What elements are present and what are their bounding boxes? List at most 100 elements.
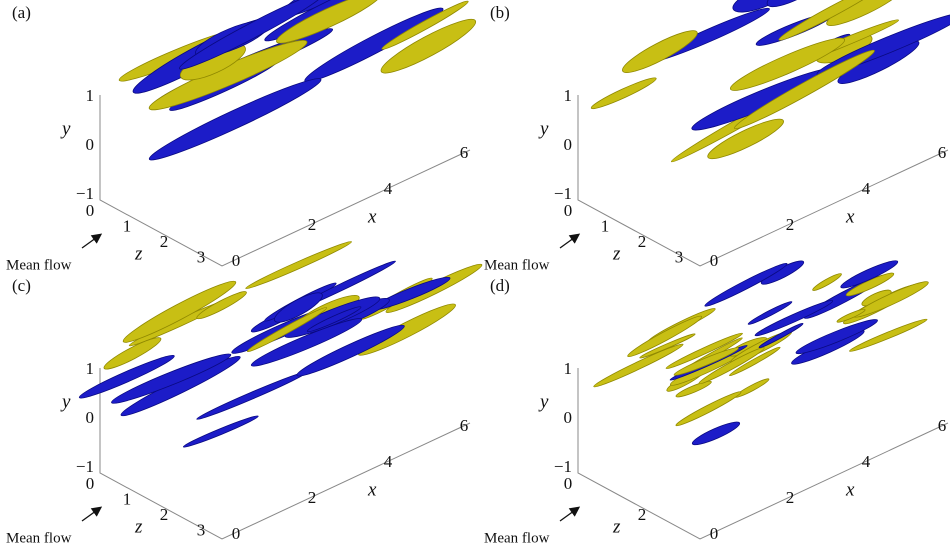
blue-streak	[704, 262, 788, 307]
yellow-streak	[734, 49, 875, 130]
flow-arrow	[559, 506, 581, 522]
y-tick-label: 1	[86, 359, 95, 378]
x-tick-label: 2	[786, 488, 795, 507]
yellow-streak	[122, 280, 237, 343]
x-tick-label: 6	[938, 416, 947, 435]
z-axis-label: z	[134, 243, 143, 264]
blue-streak	[111, 353, 232, 404]
x-tick-label: 2	[786, 215, 795, 234]
y-tick-label: −1	[76, 184, 94, 203]
y-tick-label: 1	[564, 86, 573, 105]
x-tick-label: 4	[384, 179, 393, 198]
z-tick-label: 0	[564, 201, 573, 220]
x-tick-label: 0	[232, 524, 241, 543]
x-axis-label: x	[367, 479, 377, 500]
axes	[99, 368, 471, 540]
yellow-streak	[849, 318, 928, 352]
x-tick-label: 4	[384, 452, 393, 471]
blue-streak	[691, 421, 741, 446]
blue-streak	[250, 318, 363, 367]
y-tick-label: 0	[564, 408, 573, 427]
yellow-streak	[381, 0, 469, 50]
yellow-streak	[836, 308, 866, 323]
y-axis-label: y	[60, 118, 71, 139]
axis-lines	[99, 95, 471, 267]
yellow-streak	[590, 77, 657, 110]
yellow-streak	[103, 337, 162, 370]
blue-streak	[78, 354, 175, 399]
z-tick-label: 2	[160, 232, 169, 251]
blue-streak	[747, 301, 793, 325]
z-tick-label: 2	[638, 505, 647, 524]
yellow-streak	[698, 347, 765, 385]
blue-streak	[754, 300, 834, 337]
yellow-streak	[627, 315, 703, 358]
z-tick-label: 2	[638, 232, 647, 251]
z-tick-label: 0	[86, 474, 95, 493]
axes	[577, 368, 949, 540]
x-axis-label: x	[845, 479, 855, 500]
yellow-streak	[675, 391, 742, 427]
blue-streak	[148, 78, 322, 161]
y-tick-label: 0	[86, 408, 95, 427]
z-axis-label: z	[612, 243, 621, 264]
yellow-streak	[639, 333, 696, 359]
y-axis-label: y	[538, 391, 549, 412]
y-tick-label: 0	[86, 135, 95, 154]
axes	[577, 95, 949, 267]
flow-arrow	[81, 233, 103, 249]
z-tick-label: 3	[197, 520, 206, 539]
axes	[99, 95, 471, 267]
yellow-streak	[593, 343, 684, 388]
yellow-streak	[812, 273, 842, 291]
x-tick-label: 4	[862, 452, 871, 471]
x-tick-label: 2	[308, 215, 317, 234]
z-tick-label: 1	[123, 216, 132, 235]
x-tick-label: 0	[232, 251, 241, 270]
yellow-streak	[673, 347, 739, 376]
x-tick-label: 4	[862, 179, 871, 198]
blue-streak	[273, 292, 323, 323]
blue-streak	[758, 322, 804, 349]
z-tick-label: 1	[601, 216, 610, 235]
flow-arrow	[81, 506, 103, 522]
y-tick-label: 1	[86, 86, 95, 105]
blue-streak	[732, 0, 792, 13]
yellow-streak	[245, 241, 352, 290]
x-tick-label: 2	[308, 488, 317, 507]
z-tick-label: 1	[123, 489, 132, 508]
z-tick-label: 0	[86, 201, 95, 220]
x-tick-label: 0	[710, 524, 719, 543]
isosurfaces	[590, 0, 950, 163]
isosurfaces	[78, 241, 483, 448]
blue-streak	[296, 324, 405, 377]
y-tick-label: −1	[554, 457, 572, 476]
axis-lines	[577, 95, 949, 267]
yellow-streak	[729, 346, 781, 377]
blue-streak	[306, 306, 362, 333]
yellow-streak	[380, 18, 477, 74]
panel-label: (a)	[12, 3, 31, 22]
panel-label: (b)	[490, 3, 510, 22]
blue-streak	[182, 415, 259, 448]
y-tick-label: 0	[564, 135, 573, 154]
yellow-streak	[845, 272, 895, 297]
x-tick-label: 6	[460, 416, 469, 435]
yellow-streak	[826, 0, 903, 26]
x-tick-label: 0	[710, 251, 719, 270]
yellow-streak	[778, 0, 887, 41]
yellow-streak	[665, 332, 743, 370]
flow-label: Mean flow	[484, 257, 550, 273]
z-axis-label: z	[612, 516, 621, 537]
blue-streak	[795, 319, 878, 355]
blue-streak	[304, 7, 444, 83]
yellow-streak	[357, 303, 456, 356]
yellow-streak	[247, 307, 328, 353]
panel-label: (d)	[490, 276, 510, 295]
yellow-streak	[729, 37, 846, 91]
